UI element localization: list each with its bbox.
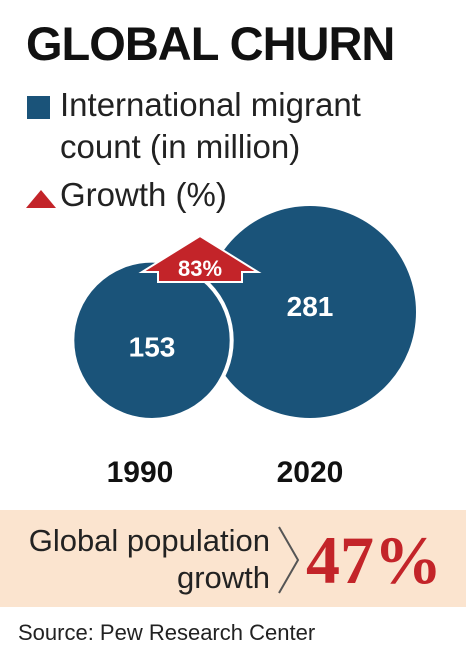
legend-growth-label: Growth (%) — [60, 176, 227, 213]
summary-label: Global population growth — [10, 522, 270, 596]
summary-band — [0, 510, 466, 607]
bubble-chart: 83% 153 281 1990 2020 — [70, 202, 420, 489]
growth-value-label: 83% — [178, 256, 222, 281]
legend-count-label: International migrant count (in million) — [60, 84, 440, 168]
summary-value: 47% — [306, 522, 442, 598]
bubble-1990 — [70, 258, 234, 422]
summary-label-line2: growth — [176, 560, 270, 595]
year-label-1990: 1990 — [107, 456, 174, 489]
chart-title: GLOBAL CHURN — [26, 17, 395, 70]
chevron-right-icon — [278, 526, 300, 594]
bubble-value-2020: 281 — [287, 291, 334, 322]
legend-count-line2: count (in million) — [60, 128, 301, 165]
summary-label-line1: Global population — [28, 523, 270, 558]
growth-arrow-icon — [26, 190, 56, 208]
growth-arrow — [138, 234, 262, 283]
source-note: Source: Pew Research Center — [18, 620, 316, 645]
bubble-value-1990: 153 — [129, 331, 176, 362]
legend-count-line1: International migrant — [60, 86, 361, 123]
year-label-2020: 2020 — [277, 456, 344, 489]
legend-swatch-count — [27, 96, 50, 119]
